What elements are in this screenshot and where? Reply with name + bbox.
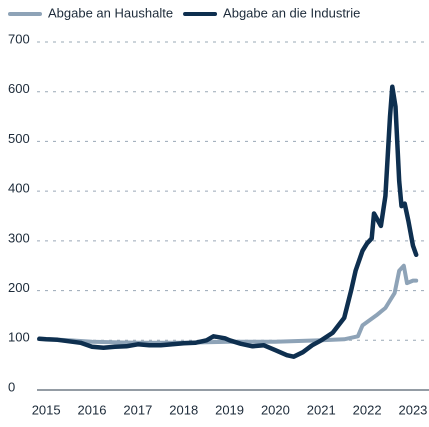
x-tick-label: 2022 (353, 402, 382, 417)
y-tick-label: 700 (8, 31, 30, 46)
x-tick-label: 2016 (78, 402, 107, 417)
data-line (37, 84, 419, 359)
y-tick-label: 300 (8, 230, 30, 245)
x-tick-label: 2018 (169, 402, 198, 417)
x-tick-label: 2023 (398, 402, 427, 417)
y-tick-label: 600 (8, 81, 30, 96)
data-line (37, 263, 419, 345)
y-tick-label: 0 (8, 379, 15, 394)
y-tick-label: 400 (8, 181, 30, 196)
y-tick-label: 500 (8, 131, 30, 146)
y-tick-label: 200 (8, 280, 30, 295)
x-tick-label: 2015 (32, 402, 61, 417)
legend-label: Abgabe an Haushalte (48, 5, 173, 20)
x-tick-label: 2020 (261, 402, 290, 417)
legend-label: Abgabe an die Industrie (223, 5, 360, 20)
x-tick-label: 2019 (215, 402, 244, 417)
y-tick-label: 100 (8, 330, 30, 345)
x-tick-label: 2017 (123, 402, 152, 417)
x-tick-label: 2021 (307, 402, 336, 417)
